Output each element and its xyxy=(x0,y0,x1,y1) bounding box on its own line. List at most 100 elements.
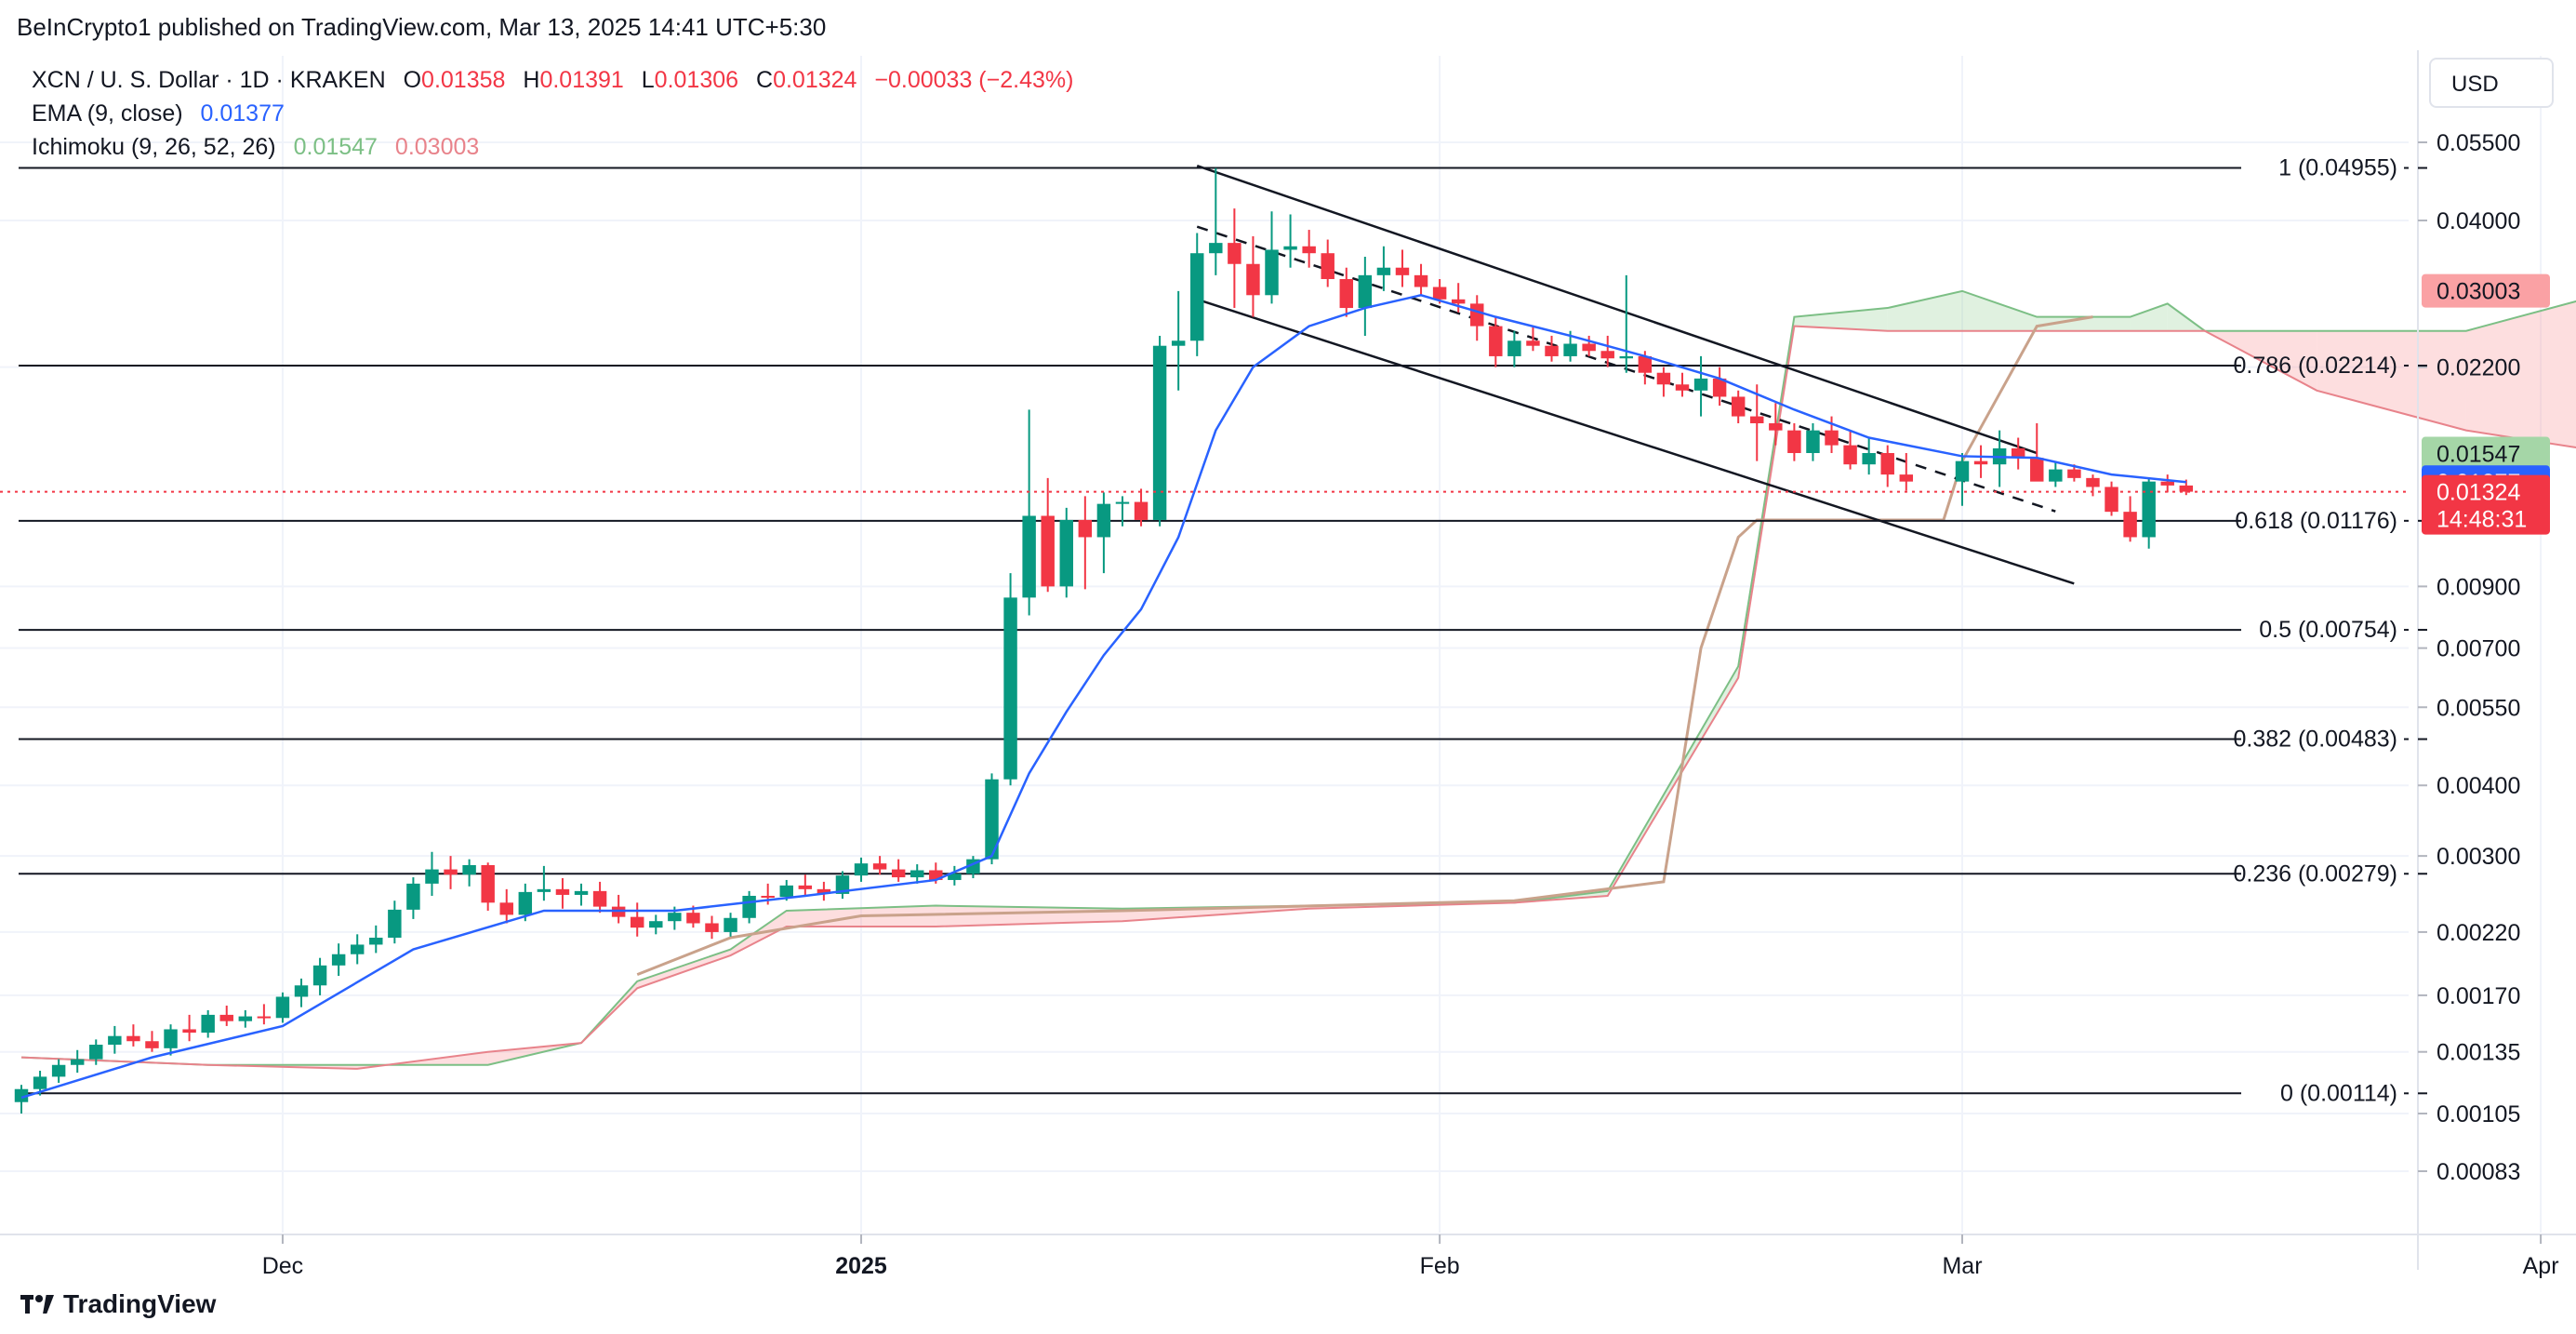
price-tick-label: 0.00083 xyxy=(2437,1159,2520,1185)
fib-label: 0.5 (0.00754) xyxy=(2259,617,2397,643)
legend-high-value: 0.01391 xyxy=(539,67,624,93)
candle-body xyxy=(1432,287,1447,300)
price-tick-label: 0.04000 xyxy=(2437,208,2520,234)
candle-body xyxy=(910,870,924,878)
fib-label: 0.786 (0.02214) xyxy=(2233,353,2397,379)
price-tick-label: 0.05500 xyxy=(2437,130,2520,156)
time-tick-label: Feb xyxy=(1420,1253,1460,1279)
candle-body xyxy=(331,954,346,966)
candle-body xyxy=(1321,253,1334,279)
cloud-segment xyxy=(1887,290,1962,331)
candle-body xyxy=(1638,355,1653,373)
candle-body xyxy=(1414,274,1428,287)
candle-body xyxy=(1265,249,1279,296)
candle-body xyxy=(1880,453,1894,475)
price-tick-label: 0.00400 xyxy=(2437,773,2520,799)
channel-upper-line xyxy=(1196,164,2038,455)
candle-body xyxy=(649,921,663,928)
candle-body xyxy=(1096,503,1111,538)
candle-body xyxy=(425,869,439,884)
fib-label: 0 (0.00114) xyxy=(2280,1080,2397,1106)
price-badge-value: 0.01547 xyxy=(2437,442,2520,468)
candle-body xyxy=(2086,477,2100,487)
legend-ema-label: EMA (9, close) xyxy=(32,100,183,127)
candle-body xyxy=(1693,378,1708,391)
lagging-span xyxy=(636,315,2093,977)
candle-body xyxy=(742,895,756,918)
price-badge-value: 0.03003 xyxy=(2437,279,2520,305)
legend-close-value: 0.01324 xyxy=(773,67,857,93)
price-badge xyxy=(2422,273,2550,308)
price-tick-label: 0.00550 xyxy=(2437,695,2520,721)
ema-line xyxy=(20,293,2186,1100)
price-badge xyxy=(2422,436,2550,471)
fib-label: 0.236 (0.00279) xyxy=(2233,860,2397,887)
ichimoku-lagging-line xyxy=(636,315,2093,977)
candle-body xyxy=(275,996,290,1019)
price-tick-label: 0.00300 xyxy=(2437,844,2520,870)
candle-body xyxy=(1806,430,1820,454)
candle-body xyxy=(835,875,850,894)
candle-body xyxy=(1302,246,1316,254)
footer-brand-name: TradingView xyxy=(63,1289,217,1318)
cloud-segment xyxy=(1962,290,2038,331)
candle-body xyxy=(2011,447,2025,459)
candle-body xyxy=(1451,299,1466,304)
candle-body xyxy=(257,1016,272,1019)
price-tick-label: 0.00170 xyxy=(2437,983,2520,1009)
candle-body xyxy=(406,883,420,910)
candle-body xyxy=(1339,278,1354,309)
candle-body xyxy=(369,937,383,945)
candle-body xyxy=(872,863,887,870)
candle-body xyxy=(481,864,495,903)
cloud-segment xyxy=(637,949,731,989)
candle-body xyxy=(592,890,607,907)
legend-ichimoku-value-2: 0.03003 xyxy=(394,134,480,160)
candle-body xyxy=(948,874,962,880)
footer-brand: TradingView xyxy=(20,1289,216,1319)
price-tick-label: 0.00135 xyxy=(2437,1040,2520,1066)
candle-body xyxy=(2142,481,2156,538)
legend-symbol: XCN / U. S. Dollar · 1D · KRAKEN xyxy=(32,67,386,93)
candle-body xyxy=(238,1016,253,1021)
legend-ohlc: O0.01358 H0.01391 L0.01306 C0.01324 −0.0… xyxy=(404,67,1074,93)
legend-low-key: L xyxy=(641,67,655,93)
legend-ema-value: 0.01377 xyxy=(200,100,285,127)
candle-body xyxy=(686,913,700,924)
candle-body xyxy=(70,1059,85,1065)
candle-body xyxy=(1656,372,1671,385)
candle-body xyxy=(1750,416,1764,424)
candle-body xyxy=(1862,453,1876,465)
candle-body xyxy=(182,1029,196,1034)
candle-body xyxy=(2067,469,2081,478)
candle-body xyxy=(1228,243,1242,264)
price-tick-label: 0.00700 xyxy=(2437,636,2520,662)
candle-body xyxy=(1470,303,1484,327)
candle-body xyxy=(761,895,775,898)
candle-body xyxy=(2105,487,2118,513)
currency-button[interactable]: USD xyxy=(2429,58,2554,108)
candle-body xyxy=(219,1014,233,1021)
cloud-segment xyxy=(2317,330,2466,431)
candle-body xyxy=(89,1045,103,1060)
candle-body xyxy=(14,1088,29,1102)
legend-ichimoku-row[interactable]: Ichimoku (9, 26, 52, 26) 0.01547 0.03003 xyxy=(32,130,1073,164)
candle-body xyxy=(1190,253,1204,341)
legend-ema-row[interactable]: EMA (9, close) 0.01377 xyxy=(32,97,1073,130)
candle-body xyxy=(1545,345,1559,356)
grid xyxy=(0,56,2543,1233)
candle-body xyxy=(574,890,589,895)
candle-body xyxy=(1955,460,1970,482)
candle-body xyxy=(1246,263,1260,296)
price-chart[interactable]: 1 (0.04955) 0.786 (0.02214) 0.618 (0.01176… xyxy=(0,50,2576,1291)
candle-body xyxy=(630,916,644,928)
publisher-line: BeInCrypto1 published on TradingView.com… xyxy=(17,13,827,41)
fib-label: 1 (0.04955) xyxy=(2278,155,2397,181)
candle-body xyxy=(1078,519,1093,538)
chart-area[interactable]: 1 (0.04955) 0.786 (0.02214) 0.618 (0.01176… xyxy=(0,50,2576,1291)
legend-ichimoku-label: Ichimoku (9, 26, 52, 26) xyxy=(32,134,276,160)
candle-body xyxy=(2030,458,2044,482)
candle-body xyxy=(1825,430,1839,446)
candle-body xyxy=(1563,343,1577,356)
price-badge-value: 0.01324 xyxy=(2437,480,2520,506)
